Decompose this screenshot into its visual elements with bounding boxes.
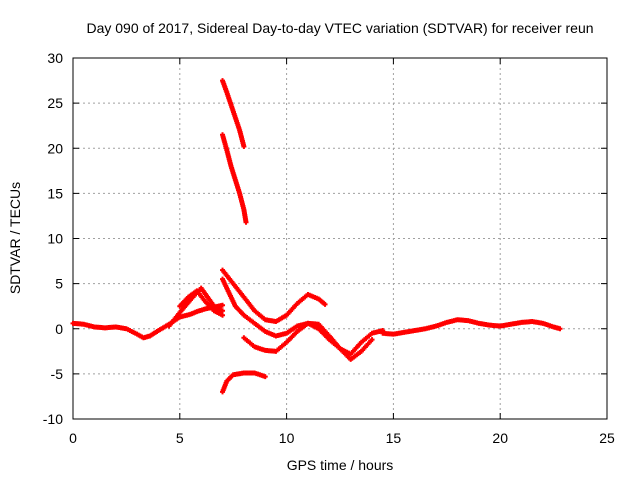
chart-title: Day 090 of 2017, Sidereal Day-to-day VTE…: [86, 20, 593, 36]
y-tick-label: 25: [47, 95, 63, 111]
series-trace-2: [166, 285, 226, 329]
data-point: [241, 143, 247, 149]
series-trace-9: [220, 132, 249, 225]
series-trace-6: [241, 320, 375, 362]
x-tick-label: 5: [176, 430, 184, 446]
data-point: [557, 326, 563, 332]
x-tick-label: 0: [69, 430, 77, 446]
y-tick-label: 30: [47, 50, 63, 66]
y-tick-label: 0: [55, 321, 63, 337]
x-tick-labels: 0 5 10 15 20 25: [69, 430, 615, 446]
y-tick-label: 20: [47, 140, 63, 156]
series-trace-1: [70, 302, 226, 341]
data-point: [369, 337, 375, 343]
data-point: [220, 308, 226, 314]
series-trace-5: [220, 267, 328, 325]
y-tick-label: 5: [55, 276, 63, 292]
tick-marks: [72, 57, 608, 420]
x-axis-label: GPS time / hours: [287, 457, 394, 473]
y-axis-label: SDTVAR / TECUs: [7, 182, 23, 294]
y-tick-label: 10: [47, 231, 63, 247]
data-points: [70, 78, 563, 395]
series-trace-8: [220, 78, 247, 149]
data-point: [243, 219, 249, 225]
y-tick-label: -10: [43, 411, 63, 427]
grid: [73, 58, 607, 419]
data-point: [220, 312, 226, 318]
data-point: [220, 302, 226, 308]
x-tick-label: 25: [599, 430, 615, 446]
x-tick-label: 10: [279, 430, 295, 446]
series-trace-4: [220, 276, 386, 357]
series-trace-3: [177, 288, 226, 318]
data-point: [262, 374, 268, 380]
series-trace-10: [220, 370, 268, 395]
x-tick-label: 15: [386, 430, 402, 446]
x-tick-label: 20: [492, 430, 508, 446]
data-point: [322, 301, 328, 307]
y-tick-label: -5: [51, 366, 64, 382]
y-tick-labels: -10 -5 0 5 10 15 20 25 30: [43, 50, 63, 427]
y-tick-label: 15: [47, 185, 63, 201]
series-trace-7: [380, 317, 563, 337]
